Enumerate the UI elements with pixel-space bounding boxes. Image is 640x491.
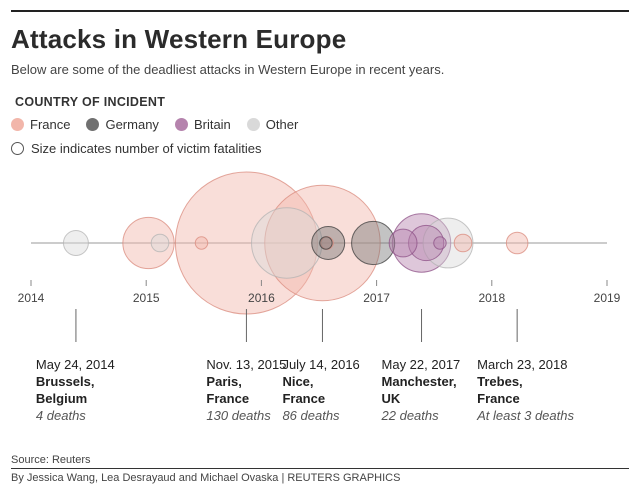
bubble-france-5 [453, 233, 473, 253]
x-tick-label-2018: 2018 [478, 291, 505, 305]
bubble-other-2 [251, 207, 323, 279]
legend-item-other: Other [246, 117, 299, 132]
annotation-date-2: July 14, 2016 [282, 357, 360, 372]
legend-item-germany: Germany [86, 117, 159, 132]
legend-item-britain: Britain [174, 117, 231, 132]
bubble-britain-0 [388, 228, 418, 258]
annotation-deaths-1: 130 deaths [206, 408, 271, 423]
legend-swatch-germany [86, 118, 100, 131]
legend-swatch-france [11, 118, 24, 131]
x-tick-label-2016: 2016 [248, 291, 275, 305]
legend-swatch-other [246, 118, 260, 131]
bubble-france-1 [194, 236, 209, 250]
legend-item-france: France [11, 117, 70, 132]
annotation-date-4: March 23, 2018 [477, 357, 568, 372]
bubble-germany-2 [351, 220, 396, 266]
annotation-deaths-2: 86 deaths [282, 408, 340, 423]
legend-label-france: France [30, 117, 71, 132]
annotation-date-3: May 22, 2017 [381, 357, 461, 372]
credit-line: By Jessica Wang, Lea Desrayaud and Micha… [11, 472, 401, 484]
annotation-place-0: Brussels, Belgium [35, 374, 95, 406]
chart-title: Attacks in Western Europe [11, 24, 347, 54]
legend: France Germany Britain Other [11, 117, 314, 132]
bubble-other-3 [422, 217, 474, 269]
annotation-0: May 24, 2014 Brussels, Belgium 4 deaths [36, 356, 115, 424]
x-tick-label-2014: 2014 [18, 291, 45, 305]
x-tick-label-2015: 2015 [133, 291, 160, 305]
bubble-other-1 [150, 233, 170, 253]
bubble-france-6 [505, 231, 529, 255]
legend-swatch-britain [174, 118, 188, 131]
bottom-rule [11, 468, 629, 469]
legend-heading: COUNTRY OF INCIDENT [15, 95, 166, 109]
bubble-britain-3 [433, 236, 447, 250]
chart-subtitle: Below are some of the deadliest attacks … [11, 62, 445, 77]
x-tick-label-2019: 2019 [594, 291, 621, 305]
annotation-place-2: Nice, France [282, 374, 326, 406]
bubble-germany-1 [311, 226, 346, 260]
bubble-other-0 [62, 230, 89, 256]
size-legend-label: Size indicates number of victim fataliti… [31, 141, 262, 156]
bubble-britain-2 [408, 224, 445, 262]
annotation-1: Nov. 13, 2015 Paris, France 130 deaths [206, 356, 286, 424]
size-legend-circle-icon [11, 142, 24, 155]
annotation-deaths-3: 22 deaths [381, 408, 439, 423]
annotation-place-1: Paris, France [206, 374, 250, 406]
annotation-deaths-0: 4 deaths [35, 408, 86, 423]
bubble-france-0 [122, 216, 175, 270]
size-legend: Size indicates number of victim fataliti… [11, 141, 261, 156]
annotation-place-4: Trebes, France [477, 374, 523, 406]
annotation-4: March 23, 2018 Trebes, France At least 3 de… [477, 356, 574, 424]
top-rule [11, 10, 629, 12]
x-tick-label-2017: 2017 [363, 291, 390, 305]
source-note: Source: Reuters [11, 454, 91, 466]
legend-label-other: Other [265, 117, 299, 132]
bubble-germany-0 [319, 236, 333, 250]
annotation-3: May 22, 2017 Manchester, UK 22 deaths [382, 356, 461, 424]
annotation-deaths-4: At least 3 deaths [477, 408, 574, 423]
annotation-2: July 14, 2016 Nice, France 86 deaths [282, 356, 359, 424]
annotation-place-3: Manchester, UK [381, 374, 457, 406]
annotation-date-0: May 24, 2014 [35, 357, 115, 372]
annotation-date-1: Nov. 13, 2015 [206, 357, 287, 372]
legend-label-britain: Britain [193, 117, 231, 132]
legend-label-germany: Germany [105, 117, 159, 132]
